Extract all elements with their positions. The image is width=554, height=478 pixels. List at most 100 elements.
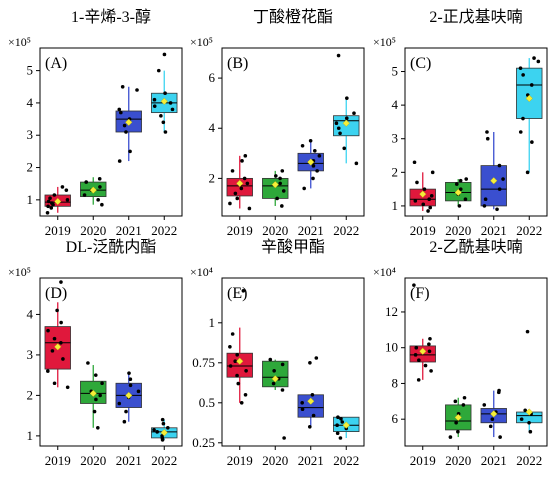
data-point bbox=[352, 111, 356, 115]
plot-frame bbox=[404, 47, 548, 217]
x-tick-label: 2019 bbox=[227, 453, 253, 468]
data-point bbox=[124, 130, 128, 134]
data-point bbox=[59, 320, 63, 325]
y-tick-label: 10 bbox=[385, 340, 398, 355]
y-tick-label: 3 bbox=[27, 347, 34, 362]
data-point bbox=[233, 191, 238, 196]
mean-marker bbox=[307, 158, 315, 166]
data-point bbox=[86, 361, 90, 365]
mean-marker bbox=[89, 186, 97, 194]
data-point bbox=[84, 180, 89, 184]
data-point bbox=[236, 381, 241, 386]
mean-marker bbox=[342, 119, 350, 127]
x-tick-label: 2019 bbox=[410, 223, 436, 238]
data-point bbox=[100, 381, 104, 386]
data-point bbox=[65, 198, 70, 202]
data-point bbox=[527, 420, 531, 425]
data-point bbox=[48, 196, 52, 201]
x-tick-label: 2021 bbox=[481, 453, 507, 468]
y-tick-label: 1 bbox=[209, 315, 216, 330]
data-point bbox=[308, 138, 313, 143]
data-point bbox=[530, 140, 534, 144]
data-point bbox=[55, 308, 59, 313]
panel-label: (B) bbox=[227, 55, 248, 72]
data-point bbox=[344, 116, 349, 121]
data-point bbox=[161, 421, 166, 426]
data-point bbox=[414, 345, 419, 350]
data-point bbox=[280, 362, 285, 367]
mean-marker bbox=[125, 391, 133, 399]
data-point bbox=[428, 336, 432, 341]
data-point bbox=[45, 210, 50, 215]
data-point bbox=[497, 163, 502, 168]
data-point bbox=[412, 160, 417, 165]
data-point bbox=[241, 289, 246, 293]
data-point bbox=[417, 358, 421, 363]
mean-marker bbox=[89, 389, 97, 397]
x-tick-label: 2020 bbox=[262, 223, 288, 238]
axis-multiplier: ×10⁵ bbox=[8, 265, 31, 279]
data-point bbox=[240, 159, 244, 163]
data-point bbox=[59, 280, 63, 284]
data-point bbox=[228, 201, 232, 206]
data-point bbox=[52, 336, 57, 341]
y-tick-label: 0.5 bbox=[199, 395, 215, 410]
data-point bbox=[302, 186, 306, 191]
mean-marker bbox=[160, 97, 168, 105]
plot-frame bbox=[39, 47, 183, 217]
chart-title: 辛酸甲酯 bbox=[261, 238, 325, 256]
data-point bbox=[272, 369, 276, 373]
data-point bbox=[235, 353, 240, 357]
data-point bbox=[127, 371, 131, 375]
data-point bbox=[162, 52, 167, 57]
data-point bbox=[497, 388, 501, 393]
y-tick-label: 6 bbox=[209, 70, 216, 85]
data-point bbox=[50, 349, 55, 353]
chart-panel: 1-辛烯-3-醇 ×10⁵ (A) 1 2 3 4 5 2019 2020 2021 2022 bbox=[8, 8, 183, 238]
data-point bbox=[161, 120, 166, 125]
data-point bbox=[64, 188, 69, 192]
chart-panel: DL-泛酰内酯 ×10⁵ (D) 1 2 3 4 2019 2020 2021 2022 bbox=[8, 238, 183, 468]
mean-marker bbox=[525, 408, 533, 416]
x-tick-label: 2019 bbox=[410, 453, 436, 468]
x-tick-label: 2021 bbox=[116, 453, 142, 468]
data-point bbox=[278, 176, 282, 181]
y-tick-label: 4 bbox=[209, 120, 216, 135]
data-point bbox=[152, 104, 157, 108]
chart-title: DL-泛酰内酯 bbox=[66, 238, 157, 256]
data-point bbox=[300, 401, 304, 405]
y-tick-label: 8 bbox=[392, 375, 399, 390]
data-point bbox=[334, 121, 339, 126]
y-tick-label: 6 bbox=[392, 411, 399, 426]
data-point bbox=[525, 329, 530, 334]
data-point bbox=[152, 97, 157, 102]
data-point bbox=[243, 154, 248, 158]
data-point bbox=[412, 283, 416, 287]
chart-panel: 辛酸甲酯 ×10⁴ (E) 0.25 0.5 0.75 1 2019 2020 2021 2022 bbox=[190, 238, 365, 468]
data-point bbox=[427, 349, 432, 354]
data-point bbox=[235, 196, 240, 201]
data-point bbox=[119, 110, 123, 115]
panel-label: (A) bbox=[45, 55, 67, 72]
data-point bbox=[160, 434, 164, 438]
data-point bbox=[429, 194, 434, 198]
data-point bbox=[336, 126, 341, 131]
data-point bbox=[94, 397, 98, 402]
data-point bbox=[339, 417, 343, 421]
data-point bbox=[82, 193, 87, 197]
data-point bbox=[482, 204, 487, 208]
panel-label: (C) bbox=[410, 55, 431, 72]
data-point bbox=[159, 114, 163, 118]
mean-marker bbox=[454, 413, 462, 421]
chart-panel: 2-正戊基呋喃 ×10⁵ (C) 1 2 3 4 5 2019 2020 2021 2022 bbox=[373, 8, 548, 238]
data-point bbox=[336, 415, 340, 420]
data-point bbox=[230, 332, 235, 336]
data-point bbox=[338, 131, 342, 136]
data-point bbox=[428, 205, 433, 210]
y-tick-label: 2 bbox=[392, 164, 399, 179]
data-point bbox=[488, 424, 493, 429]
data-point bbox=[314, 356, 319, 360]
x-tick-label: 2022 bbox=[516, 223, 542, 238]
data-point bbox=[497, 187, 502, 191]
data-point bbox=[244, 369, 248, 373]
